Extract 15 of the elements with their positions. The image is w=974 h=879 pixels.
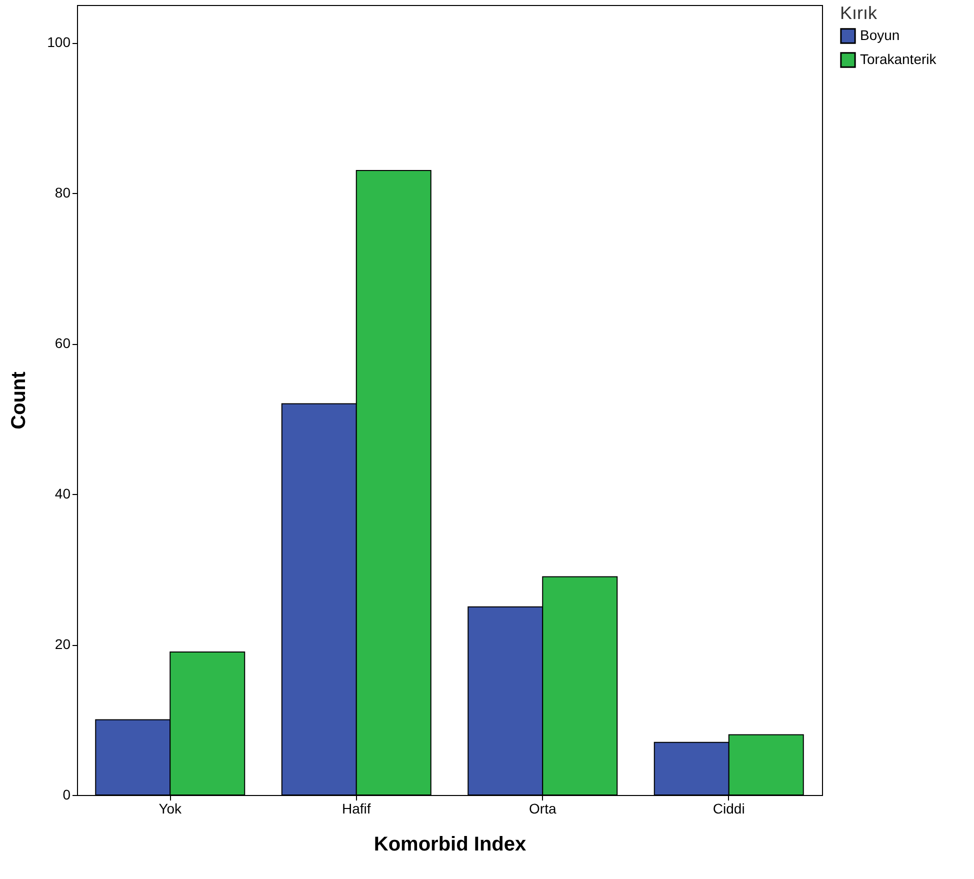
- y-tick-label: 40: [54, 486, 71, 502]
- legend-title: Kırık: [840, 3, 878, 23]
- x-axis-title: Komorbid Index: [374, 834, 526, 856]
- x-tick-label: Orta: [529, 800, 556, 816]
- x-tick-label: Hafif: [342, 800, 371, 816]
- legend-label: Torakanterik: [860, 51, 938, 67]
- x-tick-label: Yok: [158, 800, 183, 816]
- y-tick-label: 100: [47, 34, 71, 50]
- y-tick-label: 0: [62, 786, 71, 802]
- y-axis-title: Count: [8, 371, 30, 430]
- x-tick-label: Ciddi: [712, 800, 745, 816]
- legend-label: Boyun: [860, 27, 900, 43]
- y-tick-label: 20: [54, 636, 71, 652]
- y-tick-label: 60: [54, 335, 71, 352]
- y-tick-label: 80: [54, 184, 71, 201]
